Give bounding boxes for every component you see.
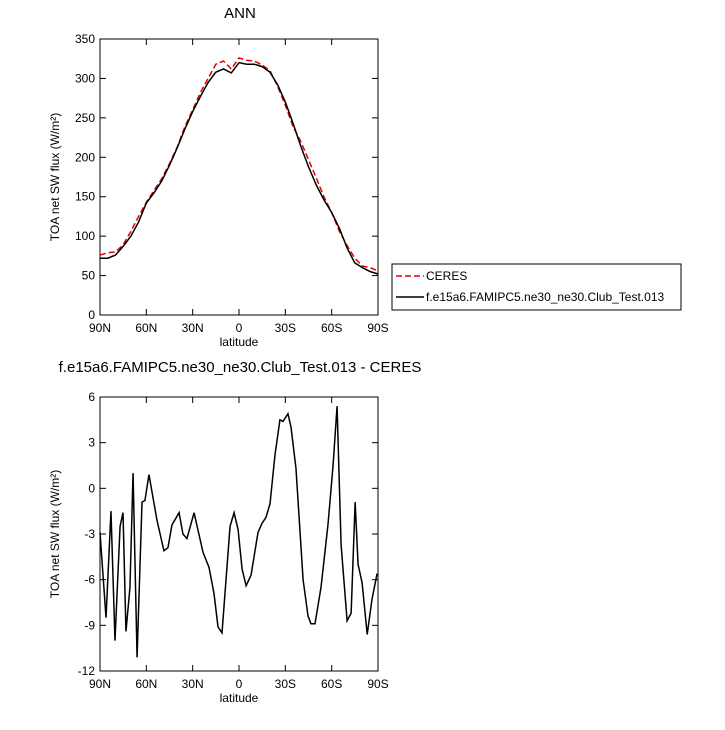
x-tick-label: 60N	[135, 677, 157, 691]
x-tick-label: 60S	[321, 677, 342, 691]
y-tick-label: 0	[88, 308, 95, 322]
x-tick-label: 0	[236, 677, 243, 691]
x-tick-label: 60S	[321, 321, 342, 335]
y-axis-label: TOA net SW flux (W/m²)	[48, 470, 62, 598]
chart-title: ANN	[224, 5, 256, 22]
y-tick-label: 0	[88, 481, 95, 495]
x-tick-label: 30S	[275, 321, 296, 335]
x-tick-label: 90N	[89, 321, 111, 335]
x-tick-label: 30S	[275, 677, 296, 691]
y-tick-label: -3	[84, 527, 95, 541]
x-tick-label: 60N	[135, 321, 157, 335]
legend-label: CERES	[426, 269, 467, 283]
y-tick-label: 50	[82, 269, 96, 283]
y-tick-label: 250	[75, 111, 95, 125]
x-tick-label: 90S	[367, 321, 388, 335]
legend-label: f.e15a6.FAMIPC5.ne30_ne30.Club_Test.013	[426, 290, 664, 304]
y-axis-label: TOA net SW flux (W/m²)	[48, 113, 62, 241]
y-tick-label: 6	[88, 390, 95, 404]
x-tick-label: 30N	[182, 677, 204, 691]
x-tick-label: 30N	[182, 321, 204, 335]
chart-title: f.e15a6.FAMIPC5.ne30_ne30.Club_Test.013 …	[59, 359, 422, 376]
y-tick-label: 150	[75, 190, 95, 204]
y-tick-label: 3	[88, 436, 95, 450]
data-line	[100, 61, 379, 275]
y-tick-label: 350	[75, 32, 95, 46]
data-line	[99, 406, 378, 658]
data-line	[99, 57, 379, 272]
y-tick-label: 200	[75, 150, 95, 164]
x-tick-label: 90N	[89, 677, 111, 691]
plot-frame	[99, 38, 379, 316]
y-tick-label: 100	[75, 229, 95, 243]
legend-box	[391, 263, 682, 311]
x-tick-label: 0	[236, 321, 243, 335]
y-tick-label: -6	[84, 573, 95, 587]
y-tick-label: 300	[75, 71, 95, 85]
x-axis-label: latitude	[220, 691, 259, 705]
y-tick-label: -9	[84, 618, 95, 632]
x-axis-label: latitude	[220, 335, 259, 349]
y-tick-label: -12	[78, 664, 96, 678]
x-tick-label: 90S	[367, 677, 388, 691]
